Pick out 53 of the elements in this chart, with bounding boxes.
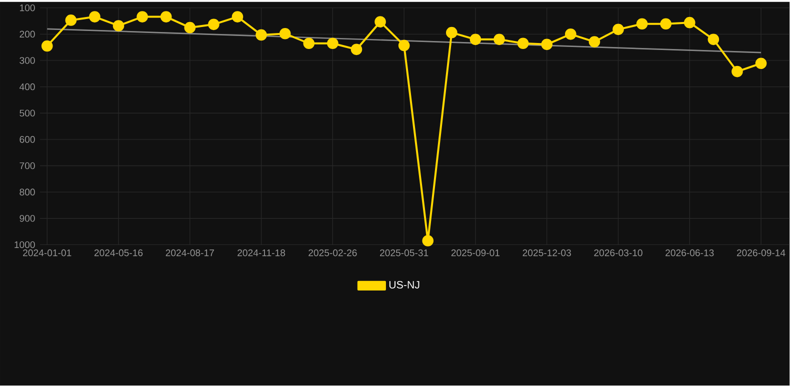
point (708, 34, 720, 46)
point (636, 18, 648, 30)
x-tick-label: 2025-12-03 (522, 250, 571, 256)
point (256, 29, 267, 41)
point (541, 38, 553, 50)
point (612, 24, 624, 36)
x-tick-label: 2026-03-10 (594, 250, 642, 256)
point (279, 28, 291, 40)
y-tick-label: 300 (20, 57, 35, 64)
y-tick-label: 1000 (14, 242, 35, 248)
point (494, 34, 505, 46)
x-tick-label: 2025-05-31 (380, 250, 428, 256)
point (208, 18, 220, 30)
y-tick-label: 900 (20, 215, 35, 222)
point (136, 11, 148, 23)
x-tick-label: 2024-05-16 (94, 250, 143, 256)
point (160, 11, 172, 23)
point (446, 27, 458, 38)
point (517, 38, 529, 50)
point (65, 14, 77, 26)
y-tick-label: 700 (20, 162, 35, 170)
x-tick-label: 2025-09-01 (451, 250, 500, 256)
point (588, 36, 600, 48)
y-tick-label: 400 (19, 84, 35, 90)
point (732, 66, 743, 78)
y-tick-label: 100 (20, 4, 35, 12)
y-tick-label: 500 (20, 110, 35, 117)
x-tick-label: 2026-06-13 (666, 250, 714, 256)
x-tick-label: 2024-01-01 (23, 250, 72, 256)
point (398, 40, 410, 52)
point (564, 28, 576, 40)
y-tick-label: 600 (20, 136, 35, 144)
point (184, 22, 196, 34)
legend-label: US-NJ (389, 281, 420, 289)
point (422, 235, 434, 247)
point (350, 44, 362, 56)
x-tick-label: 2026-09-14 (736, 250, 786, 256)
point (684, 17, 696, 28)
point (660, 18, 672, 30)
x-tick-label: 2025-02-26 (308, 250, 357, 256)
point (41, 40, 53, 52)
point (303, 38, 315, 50)
x-tick-label: 2024-11-18 (238, 250, 286, 256)
x-tick-label: 2024-08-17 (166, 250, 214, 256)
point (112, 20, 124, 32)
y-tick-label: 800 (20, 188, 35, 196)
point (89, 11, 100, 23)
point (470, 34, 482, 46)
point (755, 58, 767, 70)
point (327, 38, 338, 50)
point (374, 16, 386, 28)
y-tick-label: 200 (20, 30, 35, 38)
point (232, 11, 244, 23)
